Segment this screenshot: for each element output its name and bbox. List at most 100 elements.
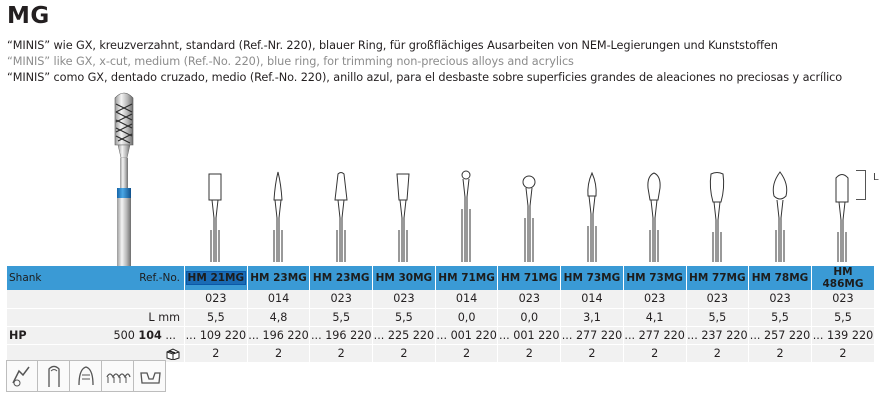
crown-crimper-icon	[6, 360, 38, 392]
description-english: “MINIS” like GX, x-cut, medium (Ref.-No.…	[7, 55, 574, 68]
length-cell: 3,1	[560, 308, 624, 327]
pack-label	[6, 344, 185, 363]
ref-number: HM 23MG	[312, 272, 370, 284]
shank-header: Shank Ref.-No.	[6, 266, 185, 290]
bur-drawing	[522, 175, 536, 262]
size-label	[6, 290, 185, 309]
ref-cell: HM 77MG	[685, 266, 749, 290]
ref-cell: HM 71MG	[434, 266, 498, 290]
hp-code: 500 104 ...	[113, 329, 180, 342]
ref-cell: HM 30MG	[372, 266, 436, 290]
pack-cell: 2	[685, 344, 749, 363]
description-german: “MINIS” wie GX, kreuzverzahnt, standard …	[7, 39, 778, 52]
hp-cell: ... 139 220	[810, 326, 875, 345]
denture-icon	[70, 360, 102, 392]
application-icons	[6, 360, 166, 394]
size-cell: 014	[560, 290, 624, 309]
hp-cell: ... 237 220	[685, 326, 749, 345]
ref-number: HM 21MG	[185, 271, 247, 285]
length-cell: 0,0	[434, 308, 498, 327]
bur-drawing	[208, 173, 222, 262]
length-cell: 5,5	[309, 308, 373, 327]
ref-number: HM 77MG	[689, 272, 746, 284]
bur-drawing	[273, 171, 283, 262]
bur-drawing	[586, 171, 597, 262]
size-cell: 023	[685, 290, 749, 309]
hp-cell: ... 196 220	[246, 326, 310, 345]
length-cell: 0,0	[497, 308, 561, 327]
size-cell: 023	[810, 290, 875, 309]
bur-illustration	[114, 92, 134, 268]
pack-cell: 2	[372, 344, 436, 363]
ref-number: HM 78MG	[751, 272, 809, 284]
ref-label: Ref.-No.	[139, 272, 180, 284]
pack-cell: 2	[309, 344, 373, 363]
pack-cell: 2	[622, 344, 686, 363]
partial-denture-icon	[134, 360, 166, 392]
size-cell: 014	[246, 290, 310, 309]
bur-drawing	[772, 171, 787, 262]
hp-bold: 104	[138, 328, 162, 342]
ref-number: HM 486MG	[822, 266, 864, 290]
length-cell: 5,5	[748, 308, 812, 327]
hp-cell: ... 257 220	[748, 326, 812, 345]
bur-drawing	[461, 170, 471, 262]
length-bracket	[856, 170, 866, 200]
hp-cell: ... 196 220	[309, 326, 373, 345]
ref-number: HM 71MG	[438, 272, 495, 284]
length-cell: 5,5	[372, 308, 436, 327]
ref-cell: HM 73MG	[560, 266, 624, 290]
hp-cell: ... 109 220	[184, 326, 248, 345]
length-cell: 4,1	[622, 308, 686, 327]
hp-label: HP	[9, 328, 27, 342]
ref-number: HM 23MG	[250, 272, 307, 284]
page-title: MG	[7, 3, 50, 29]
length-cell: 4,8	[246, 308, 310, 327]
bridge-icon	[102, 360, 134, 392]
hp-cell: ... 225 220	[372, 326, 436, 345]
length-cell: 5,5	[810, 308, 875, 327]
hp-prefix: 500	[113, 328, 139, 342]
ref-cell: HM 21MG	[184, 266, 248, 290]
bur-drawing	[334, 172, 348, 262]
length-marker: L	[873, 172, 879, 183]
ref-cell: HM 78MG	[748, 266, 812, 290]
size-cell: 023	[309, 290, 373, 309]
size-cell: 023	[497, 290, 561, 309]
size-cell: 023	[184, 290, 248, 309]
size-cell: 023	[748, 290, 812, 309]
ref-cell: HM 23MG	[309, 266, 373, 290]
ref-number: HM 73MG	[626, 272, 683, 284]
hp-cell: ... 277 220	[622, 326, 686, 345]
finger-nail-icon	[38, 360, 70, 392]
ref-cell: HM 73MG	[622, 266, 686, 290]
ref-number: HM 71MG	[500, 272, 558, 284]
description-spanish: “MINIS” como GX, dentado cruzado, medio …	[7, 71, 843, 84]
ref-cell: HM 71MG	[497, 266, 561, 290]
ref-number: HM 73MG	[563, 272, 621, 284]
length-cell: 5,5	[685, 308, 749, 327]
spec-table: Shank Ref.-No. HM 21MG HM 23MG HM 23MG HM 3…	[6, 266, 875, 363]
bur-drawing	[647, 172, 661, 262]
size-cell: 014	[434, 290, 498, 309]
size-cell: 023	[622, 290, 686, 309]
ref-cell: HM 486MG	[810, 266, 875, 290]
pack-cell: 2	[184, 344, 248, 363]
bur-drawing	[709, 172, 725, 262]
pack-cell: 2	[560, 344, 624, 363]
hp-cell: ... 001 220	[497, 326, 561, 345]
ref-number: HM 30MG	[375, 272, 433, 284]
pack-cell: 2	[748, 344, 812, 363]
hp-label-cell: HP 500 104 ...	[6, 326, 185, 345]
hp-cell: ... 277 220	[560, 326, 624, 345]
pack-cell: 2	[810, 344, 875, 363]
pack-cell: 2	[434, 344, 498, 363]
package-icon	[166, 347, 180, 360]
shank-label: Shank	[9, 272, 42, 284]
ref-cell: HM 23MG	[246, 266, 310, 290]
pack-cell: 2	[246, 344, 310, 363]
bur-drawing	[835, 174, 849, 262]
pack-cell: 2	[497, 344, 561, 363]
length-label: L mm	[6, 308, 185, 327]
bur-drawing	[396, 173, 410, 262]
